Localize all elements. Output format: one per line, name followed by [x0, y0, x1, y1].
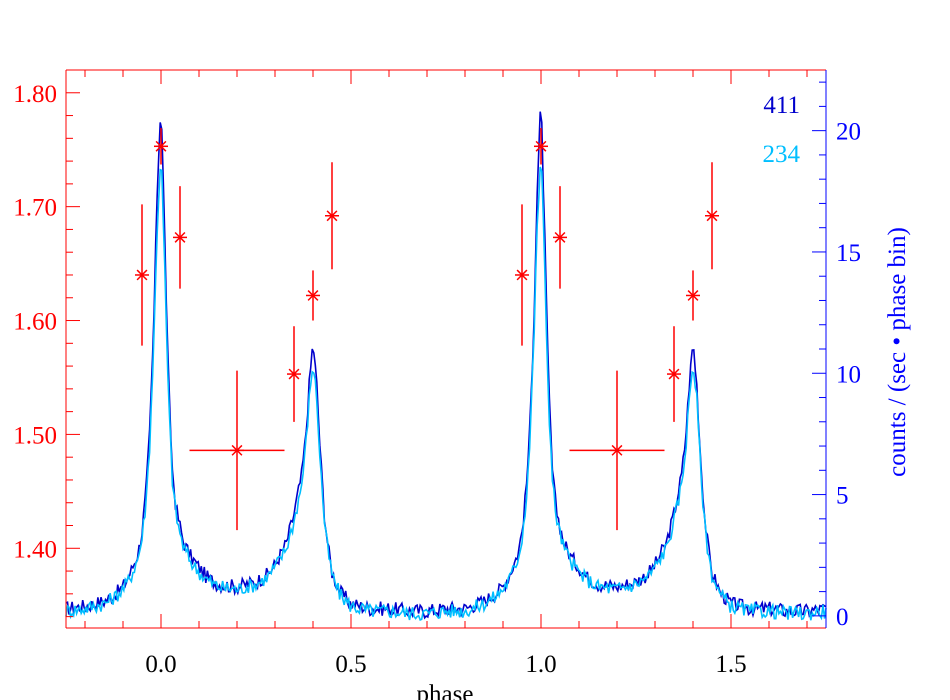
x-axis-title: phase [417, 681, 474, 700]
data-point [135, 204, 149, 346]
marker-stroke [136, 269, 148, 281]
labels-layer: 0.0 0.5 1.0 1.5 1.40 1.50 1.60 1.70 1.80 0 5 10 15 20 [13, 81, 861, 678]
marker-stroke [155, 140, 167, 152]
x-tick-label: 0.0 [145, 651, 176, 678]
marker-stroke [668, 368, 680, 380]
marker-stroke [516, 269, 528, 281]
data-point [705, 162, 719, 270]
data-point [569, 370, 665, 531]
marker-stroke [687, 290, 699, 301]
data-point [306, 270, 320, 321]
data-point [553, 186, 567, 289]
points-layer [135, 128, 719, 531]
data-point [154, 128, 168, 165]
right-tick-label: 0 [836, 604, 849, 631]
legend-label-411: 411 [763, 92, 800, 119]
marker-stroke [611, 444, 623, 456]
marker-stroke [554, 231, 566, 243]
right-axis-title: counts / (sec • phase bin) [884, 227, 911, 477]
right-tick-label: 20 [836, 119, 861, 146]
left-tick-label: 1.50 [13, 422, 57, 449]
left-tick-label: 1.40 [13, 536, 57, 563]
marker-stroke [174, 231, 186, 243]
x-tick-label: 1.0 [525, 651, 556, 678]
left-tick-label: 1.60 [13, 309, 57, 336]
marker-stroke [706, 210, 718, 222]
data-point [189, 370, 285, 531]
series-line-234 [65, 166, 827, 621]
data-point [534, 128, 548, 165]
marker-stroke [231, 444, 243, 456]
right-tick-label: 5 [836, 483, 849, 510]
left-tick-label: 1.80 [13, 81, 57, 108]
marker-stroke [288, 368, 300, 380]
data-point [325, 162, 339, 270]
right-tick-label: 10 [836, 361, 861, 388]
left-tick-label: 1.70 [13, 195, 57, 222]
axes-layer [65, 69, 827, 629]
series-layer [65, 111, 827, 621]
marker-stroke [535, 140, 547, 152]
marker-stroke [326, 210, 338, 222]
data-point [173, 186, 187, 289]
x-tick-label: 0.5 [335, 651, 366, 678]
data-point [686, 270, 700, 321]
marker-stroke [307, 290, 319, 301]
right-tick-label: 15 [836, 240, 861, 267]
data-point [287, 326, 301, 422]
data-point [667, 326, 681, 422]
legend-label-234: 234 [763, 141, 801, 168]
data-point [515, 204, 529, 346]
x-tick-label: 1.5 [715, 651, 746, 678]
